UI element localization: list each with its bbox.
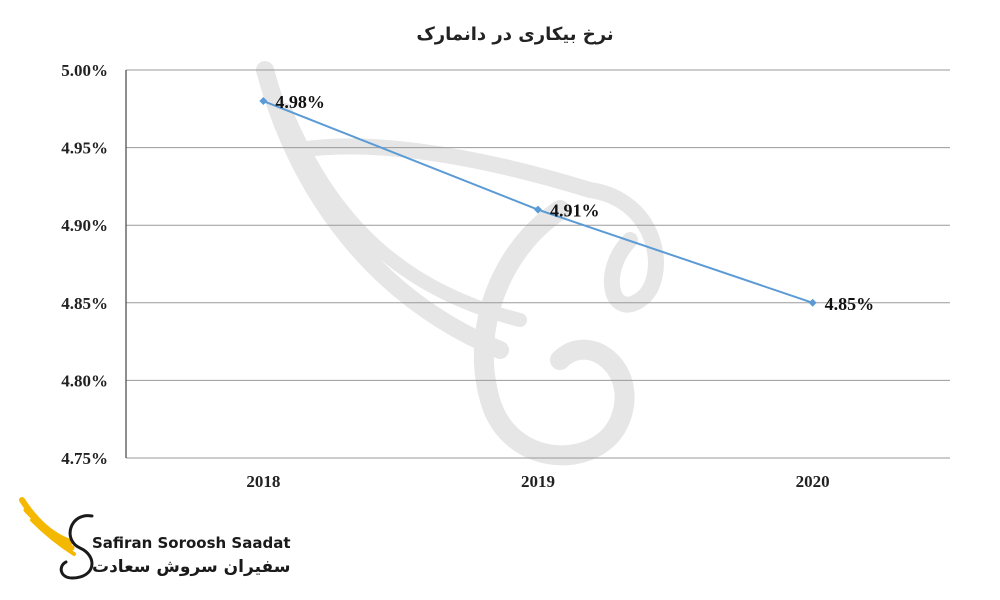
logo-name-fa: سفیران سروش سعادت <box>92 557 290 577</box>
watermark-wing-1 <box>256 61 509 359</box>
x-tick-labels: 2018 2019 2020 <box>246 472 829 491</box>
chart-title: نرخ بیکاری در دانمارک <box>416 24 613 45</box>
logo-wing-3-icon <box>30 518 76 556</box>
watermark-head <box>582 182 664 313</box>
company-logo: Safiran Soroosh Saadat سفیران سروش سعادت <box>19 497 291 580</box>
x-tick-label: 2018 <box>246 472 280 491</box>
data-label: 4.85% <box>825 294 875 314</box>
logo-bird-s-icon <box>59 514 94 580</box>
data-point-marker <box>259 97 268 106</box>
logo-name-en: Safiran Soroosh Saadat <box>92 534 291 552</box>
series: 4.98% 4.91% 4.85% <box>259 92 874 314</box>
watermark-bird-icon <box>256 61 664 466</box>
y-tick-label: 4.90% <box>61 216 108 235</box>
y-tick-label: 5.00% <box>61 61 108 80</box>
y-tick-label: 4.75% <box>61 449 108 468</box>
y-grid <box>126 69 950 459</box>
data-label: 4.98% <box>275 92 325 112</box>
logo-wing-2-icon <box>23 507 75 551</box>
data-point-marker <box>534 205 542 214</box>
data-label: 4.91% <box>550 201 600 221</box>
series-line <box>262 100 813 304</box>
y-tick-label: 4.80% <box>61 371 108 390</box>
watermark-wing-3 <box>292 138 598 198</box>
y-tick-labels: 5.00% 4.95% 4.90% 4.85% 4.80% 4.75% <box>61 61 108 468</box>
x-tick-label: 2019 <box>521 472 555 491</box>
data-point-marker <box>808 298 817 307</box>
logo-wing-1-icon <box>19 497 73 545</box>
x-tick-label: 2020 <box>796 472 830 491</box>
watermark-neck <box>473 200 635 466</box>
y-tick-label: 4.95% <box>61 139 108 158</box>
y-tick-label: 4.85% <box>61 294 108 313</box>
